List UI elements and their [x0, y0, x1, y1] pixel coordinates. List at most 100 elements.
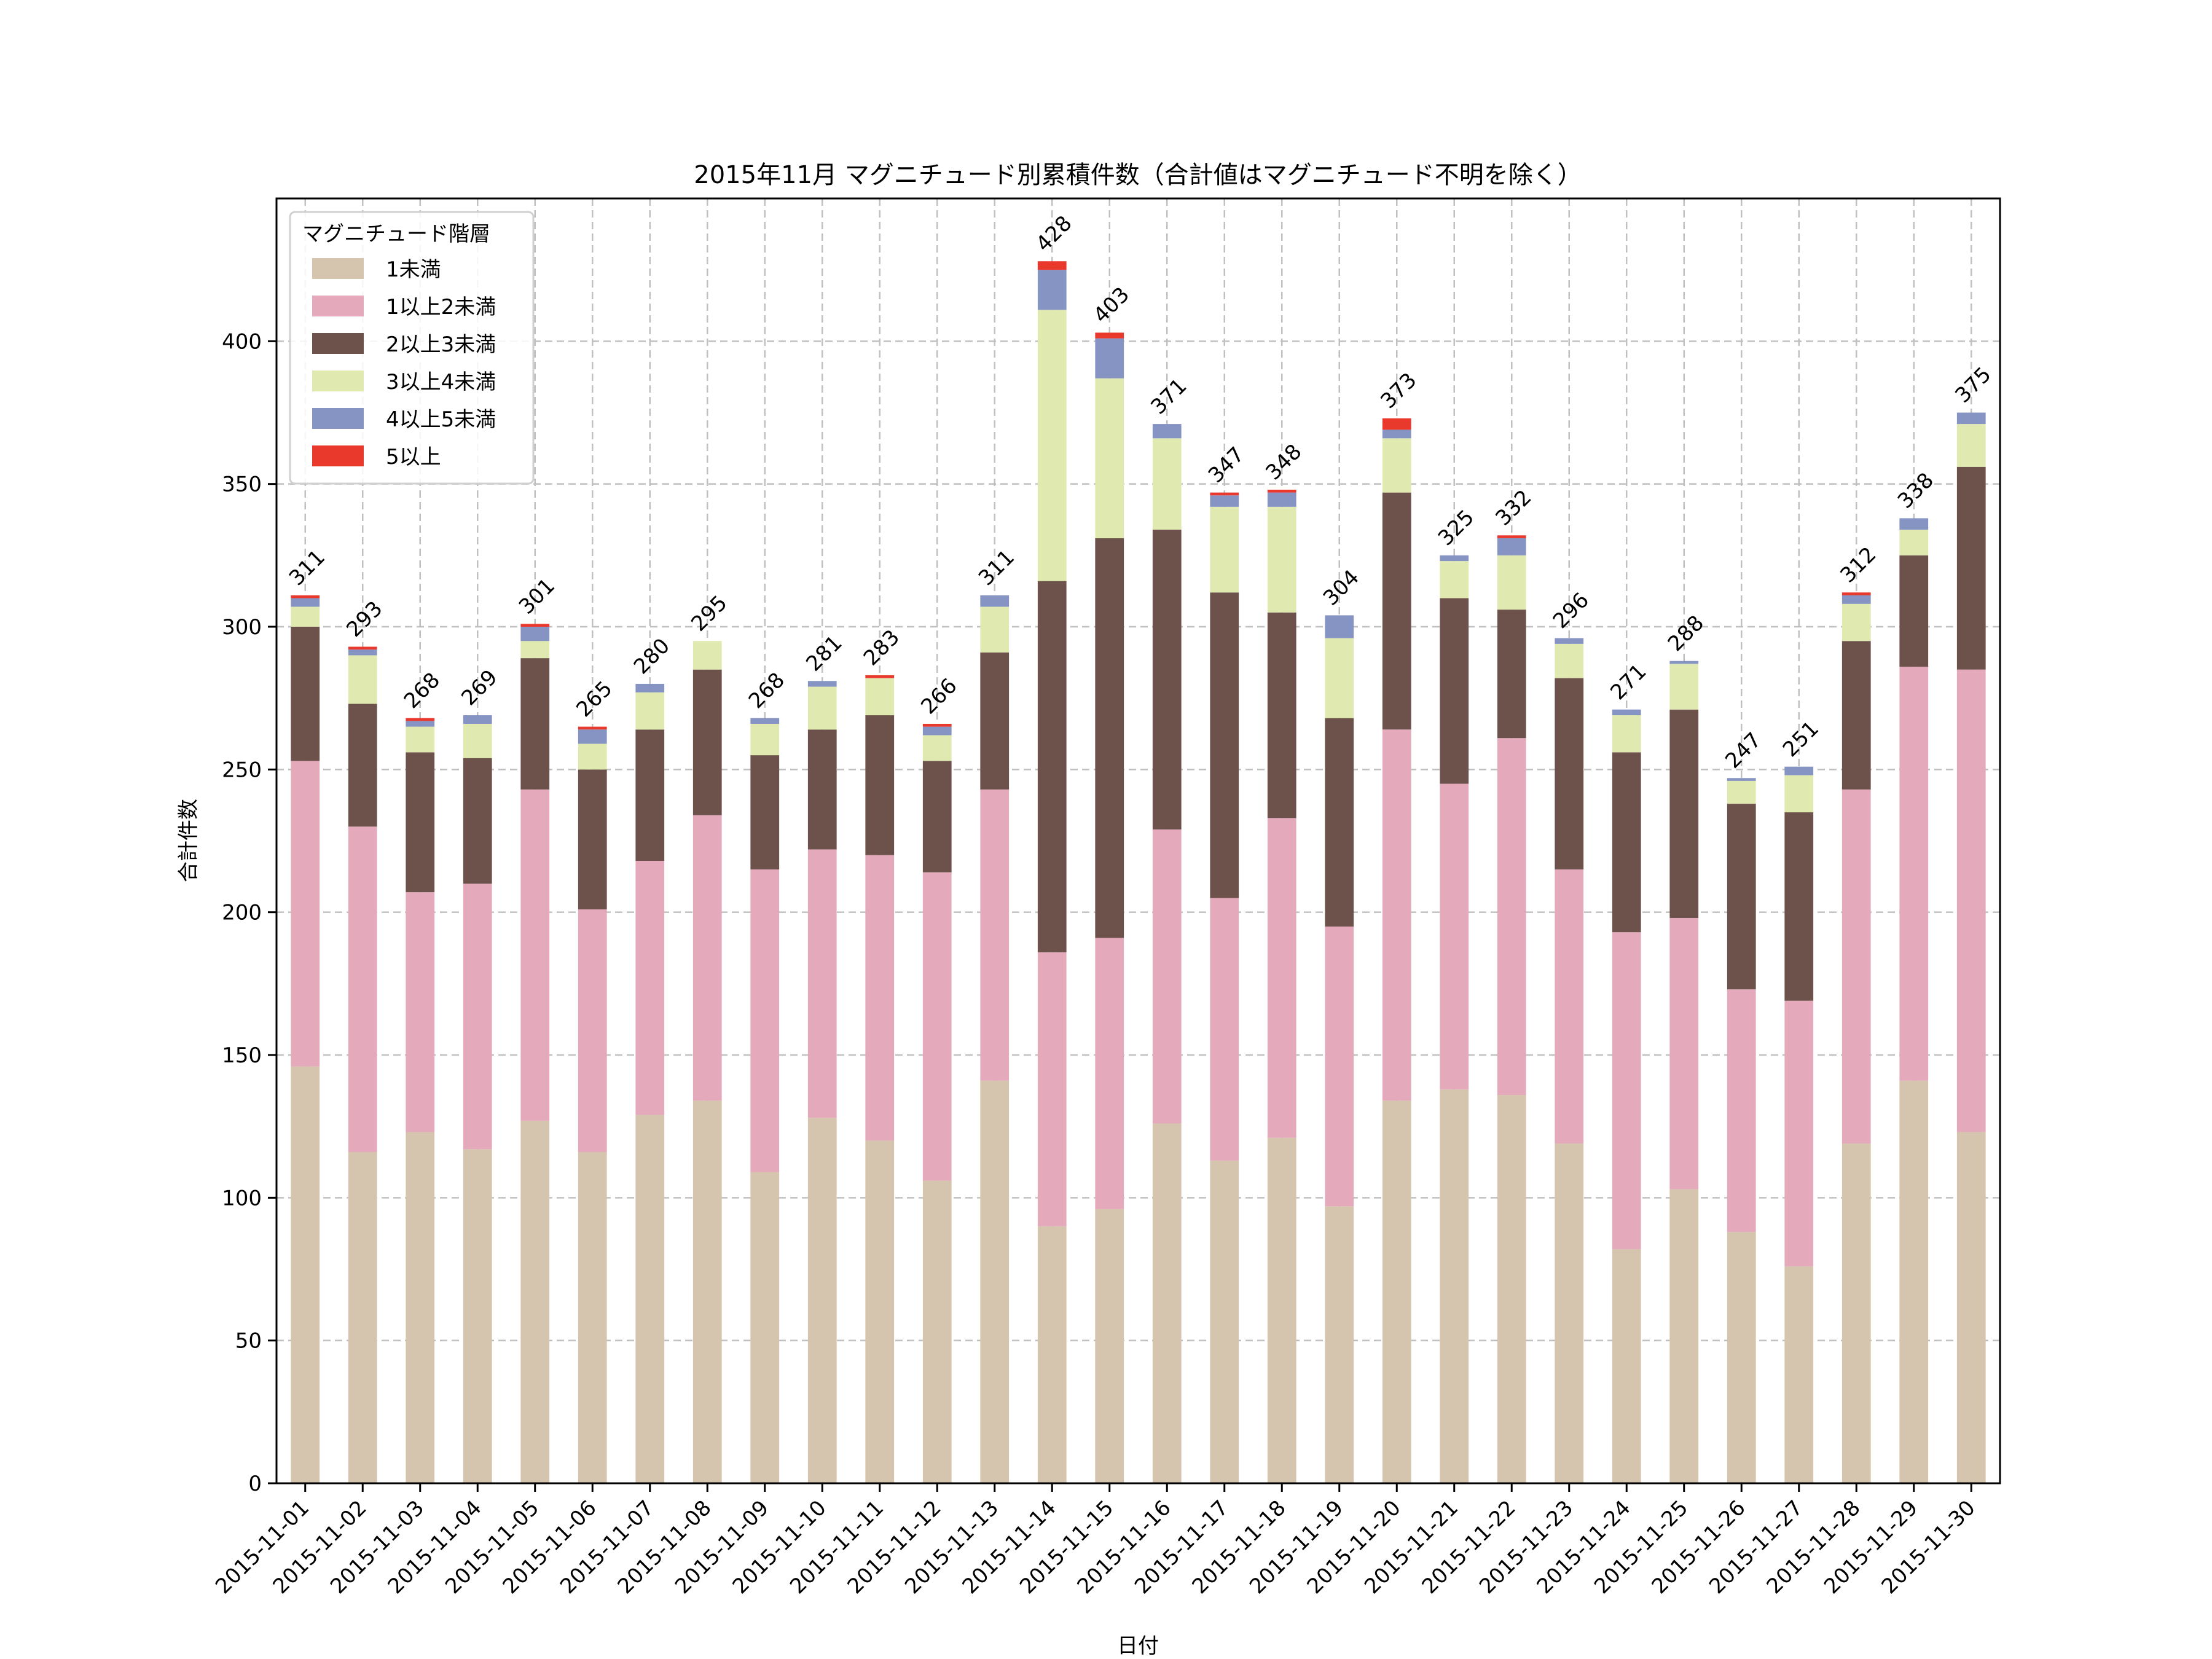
bar-segment-3 [1784, 812, 1814, 1001]
bar-segment-1 [865, 1140, 895, 1483]
bar-segment-1 [1899, 1080, 1929, 1483]
bar-segment-2 [1152, 829, 1182, 1124]
bar-total-label: 283 [859, 625, 904, 670]
bar-total-label: 280 [629, 633, 675, 679]
bar-segment-4 [406, 726, 435, 753]
bar-segment-1 [1497, 1095, 1526, 1483]
bar-segment-2 [1497, 738, 1526, 1096]
bar-segment-4 [807, 686, 837, 730]
bar-segment-1 [692, 1100, 722, 1483]
bar-segment-2 [520, 789, 550, 1121]
bar-segment-2 [291, 761, 320, 1067]
bar-total-label: 281 [801, 630, 847, 676]
x-axis-label: 日付 [1117, 1634, 1159, 1658]
bar-total-label: 269 [457, 665, 502, 710]
bar-segment-6 [578, 726, 607, 730]
bar-segment-6 [406, 718, 435, 721]
bar-segment-2 [1210, 898, 1239, 1161]
legend-swatch [312, 371, 364, 391]
bar-segment-5 [578, 729, 607, 744]
bars-layer [291, 261, 1986, 1483]
legend: マグニチュード階層 1未満 1以上2未満 2以上3未満 3以上4未満 4以上5未満 5以上 [289, 211, 535, 485]
bar-segment-5 [1440, 555, 1469, 562]
bar-segment-1 [922, 1180, 952, 1483]
bar-segment-3 [406, 752, 435, 893]
y-tick-label: 0 [248, 1472, 262, 1496]
bar-segment-5 [980, 595, 1010, 607]
bar-total-label: 325 [1433, 505, 1479, 551]
bar-segment-5 [1267, 492, 1296, 507]
bar-segment-1 [1841, 1143, 1871, 1483]
bar-segment-3 [692, 669, 722, 815]
bar-segment-2 [463, 884, 492, 1150]
legend-label: 1未満 [386, 257, 441, 282]
bar-total-label: 268 [744, 668, 790, 713]
bar-segment-1 [1267, 1137, 1296, 1483]
bar-segment-2 [1382, 729, 1411, 1101]
bar-segment-5 [520, 627, 550, 641]
bar-segment-3 [463, 758, 492, 884]
bar-segment-3 [1325, 718, 1354, 927]
bar-segment-2 [1267, 818, 1296, 1138]
bar-segment-4 [1210, 506, 1239, 593]
y-tick-label: 350 [222, 473, 262, 497]
bar-segment-5 [1497, 538, 1526, 555]
bar-segment-3 [1555, 678, 1584, 869]
bar-total-label: 271 [1606, 659, 1651, 705]
bar-segment-6 [1267, 489, 1296, 493]
bar-segment-5 [750, 718, 780, 724]
bar-segment-3 [348, 704, 377, 827]
bar-segment-4 [1440, 561, 1469, 598]
bar-segment-1 [635, 1115, 665, 1483]
legend-label: 4以上5未満 [386, 407, 496, 432]
bar-segment-3 [750, 755, 780, 869]
bar-segment-1 [1037, 1226, 1067, 1483]
bar-segment-4 [692, 641, 722, 670]
bar-segment-1 [291, 1066, 320, 1483]
bar-segment-4 [1784, 775, 1814, 813]
legend-swatch [312, 445, 364, 466]
bar-segment-1 [1210, 1160, 1239, 1483]
bar-segment-4 [1669, 664, 1699, 710]
bar-segment-1 [1382, 1100, 1411, 1483]
bar-segment-3 [520, 658, 550, 790]
bar-total-label: 371 [1146, 374, 1191, 419]
bar-segment-1 [463, 1149, 492, 1483]
bar-segment-4 [1037, 310, 1067, 581]
bar-segment-4 [865, 678, 895, 716]
bar-segment-2 [1727, 989, 1756, 1233]
bar-segment-5 [1841, 595, 1871, 604]
bar-total-label: 428 [1031, 211, 1077, 256]
y-tick-label: 200 [222, 901, 262, 925]
bar-segment-3 [1899, 555, 1929, 667]
plot-frame [275, 197, 2001, 1484]
bar-segment-4 [348, 655, 377, 704]
bar-total-label: 338 [1893, 468, 1939, 514]
bar-segment-3 [1267, 612, 1296, 818]
bar-segment-6 [1497, 535, 1526, 538]
bar-segment-2 [980, 789, 1010, 1081]
legend-swatch [312, 408, 364, 429]
bar-segment-2 [578, 909, 607, 1152]
bar-total-label: 304 [1319, 565, 1364, 611]
bar-total-label: 247 [1720, 728, 1766, 773]
bar-segment-6 [1382, 418, 1411, 430]
legend-swatch [312, 258, 364, 279]
bar-segment-5 [1784, 766, 1814, 775]
bar-segment-2 [635, 861, 665, 1115]
bar-total-label: 347 [1204, 442, 1249, 488]
y-axis: 0 50 100 150 200 250 300 350 400 [222, 329, 276, 1496]
bar-segment-1 [980, 1080, 1010, 1483]
bar-segment-5 [291, 598, 320, 607]
bar-segment-1 [578, 1151, 607, 1483]
bar-total-label: 301 [514, 574, 560, 619]
bar-segment-2 [1095, 938, 1124, 1209]
bar-segment-5 [807, 681, 837, 687]
bar-segment-2 [1899, 667, 1929, 1081]
bar-segment-4 [1267, 506, 1296, 613]
bar-segment-2 [922, 872, 952, 1181]
bar-total-label: 348 [1261, 439, 1306, 485]
y-tick-label: 300 [222, 615, 262, 640]
bar-segment-2 [1784, 1000, 1814, 1266]
bar-segment-5 [463, 715, 492, 724]
